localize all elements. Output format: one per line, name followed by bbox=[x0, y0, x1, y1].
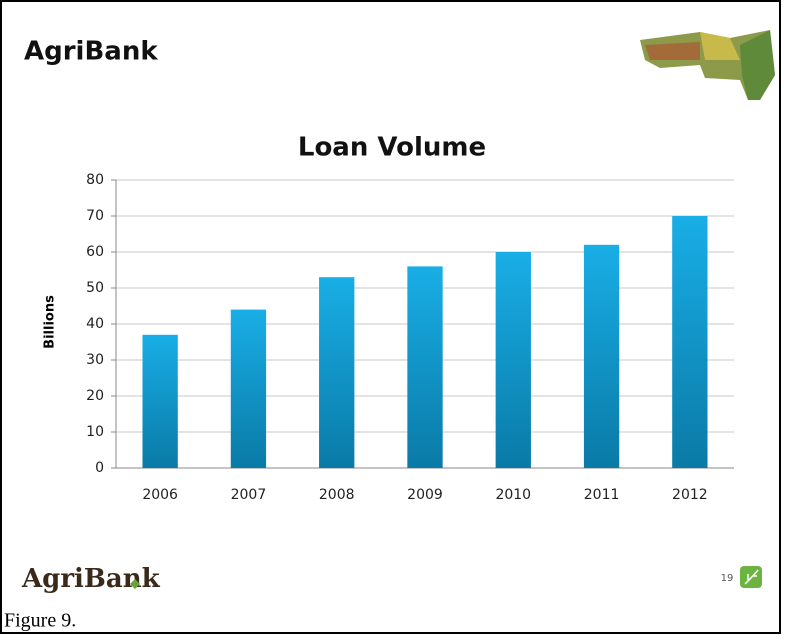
y-tick-label: 50 bbox=[86, 280, 104, 296]
bar bbox=[583, 244, 620, 468]
y-tick-label: 60 bbox=[86, 244, 104, 260]
y-tick-label: 10 bbox=[86, 424, 104, 440]
leaf-vein bbox=[744, 569, 759, 585]
logo-mark bbox=[130, 579, 140, 589]
y-axis-label: Billions bbox=[43, 295, 58, 349]
y-tick-label: 70 bbox=[86, 208, 104, 224]
footer-logo: AgriBank bbox=[21, 564, 161, 594]
y-tick-label: 20 bbox=[86, 388, 104, 404]
x-tick-label: 2008 bbox=[319, 487, 355, 503]
page-number: 19 bbox=[721, 573, 734, 584]
y-tick-label: 0 bbox=[95, 460, 104, 476]
chart-title: Loan Volume bbox=[298, 133, 486, 163]
bar bbox=[319, 277, 355, 468]
x-tick-label: 2012 bbox=[672, 487, 708, 503]
bar bbox=[230, 309, 267, 468]
bar bbox=[495, 252, 531, 468]
x-tick-label: 2006 bbox=[142, 487, 178, 503]
x-tick-label: 2010 bbox=[495, 487, 531, 503]
bar bbox=[142, 334, 178, 468]
bar bbox=[407, 266, 443, 468]
header-image bbox=[640, 30, 775, 100]
y-tick-label: 80 bbox=[86, 172, 104, 188]
x-tick-label: 2007 bbox=[231, 487, 267, 503]
x-tick-label: 2011 bbox=[584, 487, 620, 503]
caption: Figure 9. bbox=[4, 610, 76, 632]
y-tick-label: 30 bbox=[86, 352, 104, 368]
header-title: AgriBank bbox=[24, 37, 158, 67]
x-tick-label: 2009 bbox=[407, 487, 443, 503]
bar bbox=[672, 216, 708, 468]
y-tick-label: 40 bbox=[86, 316, 104, 332]
